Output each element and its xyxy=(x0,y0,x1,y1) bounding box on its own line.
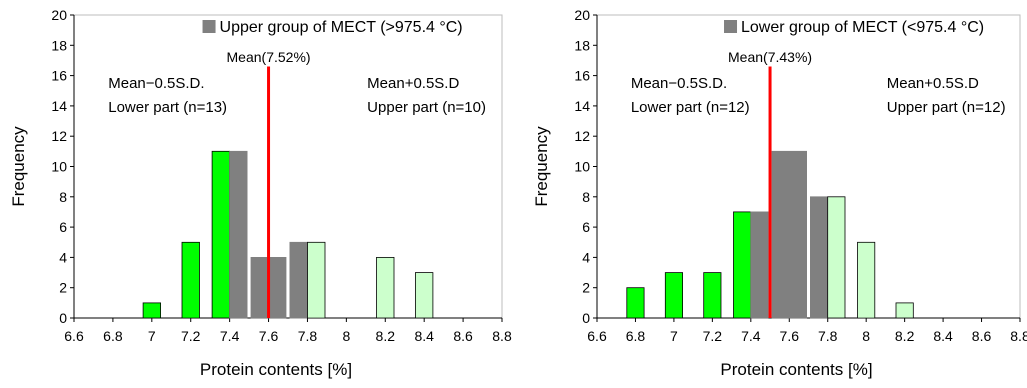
annotation-upper-line: Mean+0.5S.D xyxy=(367,75,459,92)
x-tick-label: 8.6 xyxy=(453,328,473,344)
y-tick-label: 18 xyxy=(574,37,590,53)
bar-middle-7.6 xyxy=(771,150,807,319)
y-tick-label: 18 xyxy=(51,37,67,53)
x-tick-label: 7 xyxy=(148,328,156,344)
x-tick-label: 7.8 xyxy=(818,328,838,344)
y-tick-label: 16 xyxy=(574,68,590,84)
y-tick-label: 12 xyxy=(574,128,590,144)
bar-upper-7.8 xyxy=(827,196,846,319)
bar-middle-7.4 xyxy=(229,150,248,319)
y-axis-title: Frequency xyxy=(9,126,28,207)
y-tick-label: 8 xyxy=(59,189,67,205)
annotation-upper-line: Mean+0.5S.D xyxy=(887,75,979,92)
annotation-lower-line: Lower part (n=12) xyxy=(631,99,750,116)
x-tick-label: 6.8 xyxy=(626,328,646,344)
x-tick-label: 8 xyxy=(342,328,350,344)
x-tick-label: 7.8 xyxy=(298,328,318,344)
x-tick-label: 8 xyxy=(862,328,870,344)
y-tick-label: 6 xyxy=(59,219,67,235)
y-tick-label: 4 xyxy=(59,249,67,265)
x-tick-label: 7 xyxy=(670,328,678,344)
x-axis-title: Protein contents [%] xyxy=(200,360,352,379)
bar-upper-8 xyxy=(857,241,876,319)
x-tick-label: 7.2 xyxy=(181,328,201,344)
x-tick-label: 7.6 xyxy=(780,328,800,344)
y-tick-label: 12 xyxy=(51,128,67,144)
y-tick-label: 20 xyxy=(51,7,67,23)
annotation-lower-line: Mean−0.5S.D. xyxy=(108,75,204,92)
y-tick-label: 2 xyxy=(59,280,67,296)
chart-panel-2: 0 2 4 6 8 10 12 14 16 18 20 6.6 6.8 7 7.2 7.4 7.6 7.8 8 8.2… xyxy=(532,7,1027,379)
legend-label: Lower group of MECT (<975.4 °C) xyxy=(741,19,984,36)
x-tick-label: 6.6 xyxy=(587,328,607,344)
x-tick-label: 8.2 xyxy=(895,328,915,344)
mean-label: Mean(7.43%) xyxy=(728,49,812,65)
x-tick-label: 8.8 xyxy=(492,328,512,344)
x-tick-label: 8.6 xyxy=(972,328,992,344)
x-axis-title: Protein contents [%] xyxy=(720,360,872,379)
legend-label: Upper group of MECT (>975.4 °C) xyxy=(220,19,463,36)
y-tick-label: 4 xyxy=(582,249,590,265)
bar-middle-7.4 xyxy=(750,211,769,319)
y-axis-title: Frequency xyxy=(532,126,551,207)
annotation-upper-line: Upper part (n=12) xyxy=(887,99,1006,116)
y-tick-label: 10 xyxy=(51,159,67,175)
bar-upper-8.4 xyxy=(414,272,434,319)
y-tick-label: 14 xyxy=(51,98,67,114)
bar-upper-8.2 xyxy=(376,256,395,319)
bar-lower-7.2 xyxy=(181,241,200,319)
bar-lower-7.2 xyxy=(703,272,722,319)
x-tick-label: 8.2 xyxy=(376,328,396,344)
bar-middle-7.8 xyxy=(289,241,308,319)
bar-lower-7.4 xyxy=(733,211,752,319)
bar-lower-6.8 xyxy=(626,287,645,319)
x-tick-label: 6.6 xyxy=(64,328,84,344)
bar-lower-7 xyxy=(664,272,683,319)
bar-upper-8.2 xyxy=(895,302,914,319)
x-tick-label: 7.2 xyxy=(703,328,723,344)
y-tick-label: 2 xyxy=(582,280,590,296)
x-tick-label: 8.4 xyxy=(933,328,953,344)
annotation-upper-line: Upper part (n=10) xyxy=(367,99,486,116)
y-tick-label: 16 xyxy=(51,68,67,84)
x-tick-label: 7.4 xyxy=(741,328,761,344)
bar-lower-7 xyxy=(142,302,162,319)
legend-swatch xyxy=(202,20,216,33)
y-tick-label: 0 xyxy=(582,310,590,326)
y-tick-label: 0 xyxy=(59,310,67,326)
mean-label: Mean(7.52%) xyxy=(227,49,311,65)
chart-panel-1: 0 2 4 6 8 10 12 14 16 18 20 6.6 6.8 7 7.2 7.4 7.6 7.8 8 8.2… xyxy=(9,7,512,379)
bar-lower-7.4 xyxy=(211,150,231,319)
annotation-lower-line: Mean−0.5S.D. xyxy=(631,75,727,92)
y-tick-label: 20 xyxy=(574,7,590,23)
bar-upper-7.8 xyxy=(307,241,326,319)
bar-middle-7.8 xyxy=(810,196,829,319)
y-tick-label: 10 xyxy=(574,159,590,175)
x-tick-label: 7.4 xyxy=(220,328,240,344)
y-tick-label: 6 xyxy=(582,219,590,235)
y-tick-label: 14 xyxy=(574,98,590,114)
annotation-lower-line: Lower part (n=13) xyxy=(108,99,227,116)
x-tick-label: 8.8 xyxy=(1010,328,1027,344)
x-tick-label: 6.8 xyxy=(103,328,123,344)
x-tick-label: 7.6 xyxy=(259,328,279,344)
x-tick-label: 8.4 xyxy=(414,328,434,344)
y-tick-label: 8 xyxy=(582,189,590,205)
legend-swatch xyxy=(724,20,738,33)
